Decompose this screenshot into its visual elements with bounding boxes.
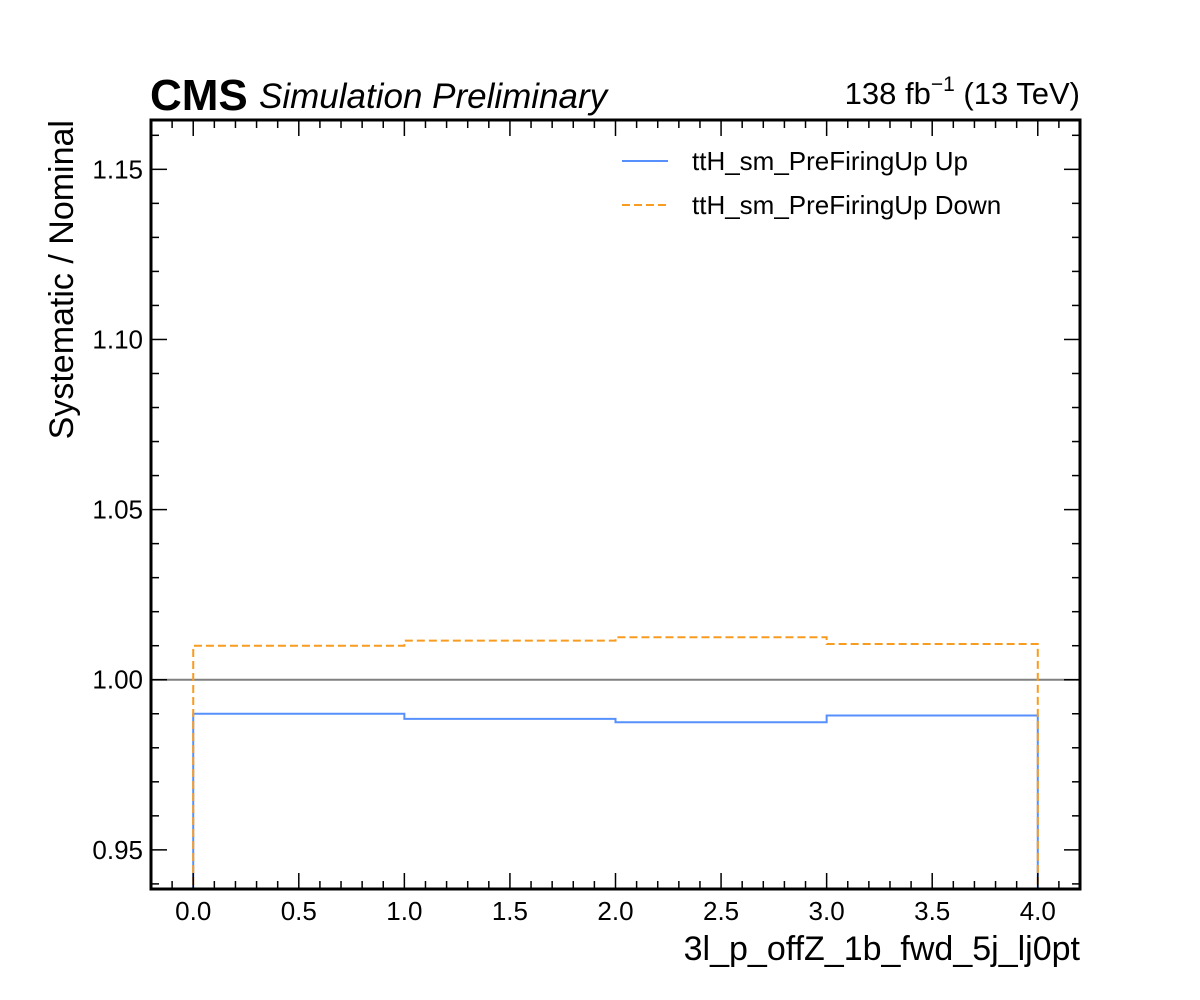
legend-label-1: ttH_sm_PreFiringUp Up	[692, 146, 968, 176]
y-tick-label: 1.00	[92, 665, 143, 695]
x-tick-label: 3.5	[914, 896, 950, 926]
x-tick-label: 1.5	[492, 896, 528, 926]
x-tick-label: 1.0	[386, 896, 422, 926]
y-tick-label: 1.05	[92, 495, 143, 525]
y-tick-label: 0.95	[92, 835, 143, 865]
y-tick-label: 1.10	[92, 324, 143, 354]
x-tick-label: 0.0	[175, 896, 211, 926]
series-line-2	[192, 636, 1039, 889]
plot-area	[151, 636, 1080, 889]
plot-frame	[149, 118, 1082, 891]
x-tick-label: 2.5	[703, 896, 739, 926]
x-axis-label: 3l_p_offZ_1b_fwd_5j_lj0pt	[684, 930, 1081, 968]
status-label: Simulation Preliminary	[259, 77, 610, 116]
lumi-exponent: −1	[931, 73, 955, 96]
series-line-1	[192, 712, 1039, 889]
lumi-energy: (13 TeV)	[955, 76, 1080, 111]
cms-label: CMS	[150, 71, 248, 120]
ticks: 0.0 0.5 1.0 1.5 2.0 2.5 3.0 3.5 4.0 0.95 1.00 1.05 1…	[92, 120, 1080, 926]
legend-label-2: ttH_sm_PreFiringUp Down	[692, 190, 1001, 220]
y-tick-label: 1.15	[92, 154, 143, 184]
series-group	[192, 636, 1039, 889]
legend: ttH_sm_PreFiringUp Up ttH_sm_PreFiringUp …	[622, 146, 1001, 220]
lumi-value: 138 fb	[845, 76, 931, 111]
x-tick-label: 2.0	[597, 896, 633, 926]
x-tick-label: 3.0	[809, 896, 845, 926]
y-axis-label: Systematic / Nominal	[43, 120, 81, 439]
lumi-label: 138 fb−1 (13 TeV)	[845, 73, 1080, 111]
x-tick-label: 4.0	[1020, 896, 1056, 926]
x-tick-label: 0.5	[281, 896, 317, 926]
